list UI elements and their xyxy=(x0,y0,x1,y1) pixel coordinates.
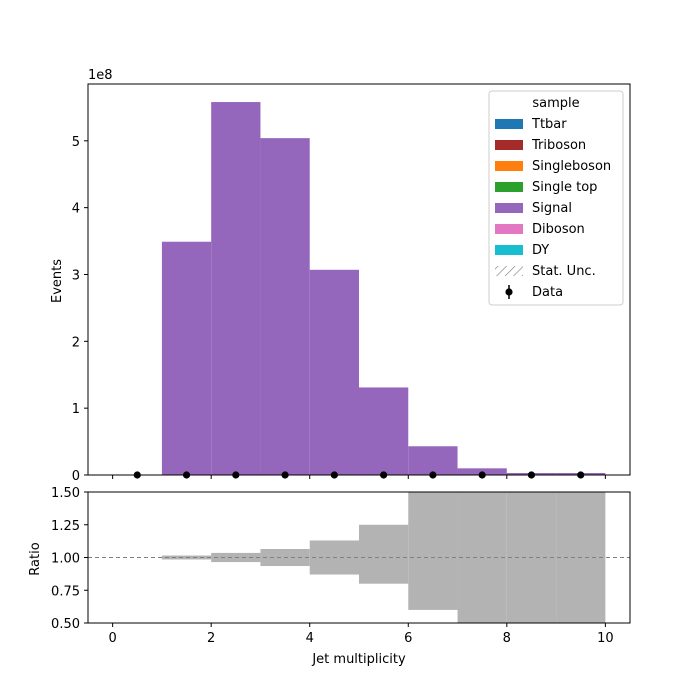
bar-signal-3 xyxy=(260,138,310,475)
main-y-axis-label: Events xyxy=(50,259,65,303)
ratio-panel: 0.50 0.75 1.00 1.25 1.50 0 2 4 6 8 10 xyxy=(51,486,631,646)
legend-label-dy: DY xyxy=(532,243,549,258)
ratio-y-tick-label-1.00: 1.00 xyxy=(51,552,80,567)
bar-signal-4 xyxy=(309,269,359,475)
main-y-tick-label-0: 0 xyxy=(72,469,80,484)
legend-label-data: Data xyxy=(532,285,563,300)
ratio-y-tick-label-1.50: 1.50 xyxy=(51,486,80,501)
y-axis-multiplier: 1e8 xyxy=(88,68,113,83)
ratio-band-4 xyxy=(359,524,409,584)
ratio-x-tick-label-4: 4 xyxy=(306,631,314,646)
legend-swatch-ttbar xyxy=(495,119,523,129)
main-axes-frame xyxy=(87,83,631,476)
legend-swatch-triboson xyxy=(495,140,523,150)
ratio-x-tick-label-8: 8 xyxy=(503,631,511,646)
legend-title: sample xyxy=(532,96,579,111)
legend-swatch-data xyxy=(505,288,513,296)
bar-signal-2 xyxy=(211,102,261,476)
legend-label-ttbar: Ttbar xyxy=(531,117,567,132)
legend-label-signal: Signal xyxy=(532,201,572,216)
legend: sample Ttbar Triboson Singleboson Single top… xyxy=(488,90,624,306)
ratio-x-tick-label-10: 10 xyxy=(597,631,614,646)
legend-swatch-single-top xyxy=(495,182,523,192)
legend-swatch-signal xyxy=(495,203,523,213)
bar-signal-1 xyxy=(161,241,212,475)
legend-swatch-dy xyxy=(495,245,523,255)
ratio-x-tick-label-0: 0 xyxy=(108,631,116,646)
legend-swatch-stat-unc xyxy=(495,266,523,276)
bar-signal-6 xyxy=(408,446,458,475)
main-y-tick-label-3: 3 xyxy=(72,268,80,283)
legend-swatch-diboson xyxy=(495,224,523,234)
main-y-tick-label-5: 5 xyxy=(72,135,80,150)
legend-label-single-top: Single top xyxy=(532,180,597,195)
main-y-tick-label-4: 4 xyxy=(72,202,80,217)
ratio-y-axis-label: Ratio xyxy=(28,542,43,575)
main-y-tick-label-2: 2 xyxy=(72,335,80,350)
ratio-y-tick-label-0.50: 0.50 xyxy=(51,617,80,632)
ratio-band-5 xyxy=(408,492,458,610)
legend-label-singleboson: Singleboson xyxy=(532,159,611,174)
main-y-tick-label-1: 1 xyxy=(72,402,80,417)
ratio-y-tick-label-0.75: 0.75 xyxy=(51,584,80,599)
ratio-x-tick-label-2: 2 xyxy=(207,631,215,646)
main-panel: 0 1 2 3 4 5 sample Ttbar Triboson Singleboson Sing… xyxy=(72,83,631,484)
legend-label-triboson: Triboson xyxy=(531,138,586,153)
legend-label-diboson: Diboson xyxy=(532,222,585,237)
ratio-y-tick-label-1.25: 1.25 xyxy=(51,519,80,534)
bar-signal-5 xyxy=(359,387,409,475)
x-axis-label: Jet multiplicity xyxy=(311,652,406,667)
legend-swatch-singleboson xyxy=(495,161,523,171)
legend-label-stat-unc: Stat. Unc. xyxy=(532,264,596,279)
ratio-x-tick-label-6: 6 xyxy=(404,631,412,646)
